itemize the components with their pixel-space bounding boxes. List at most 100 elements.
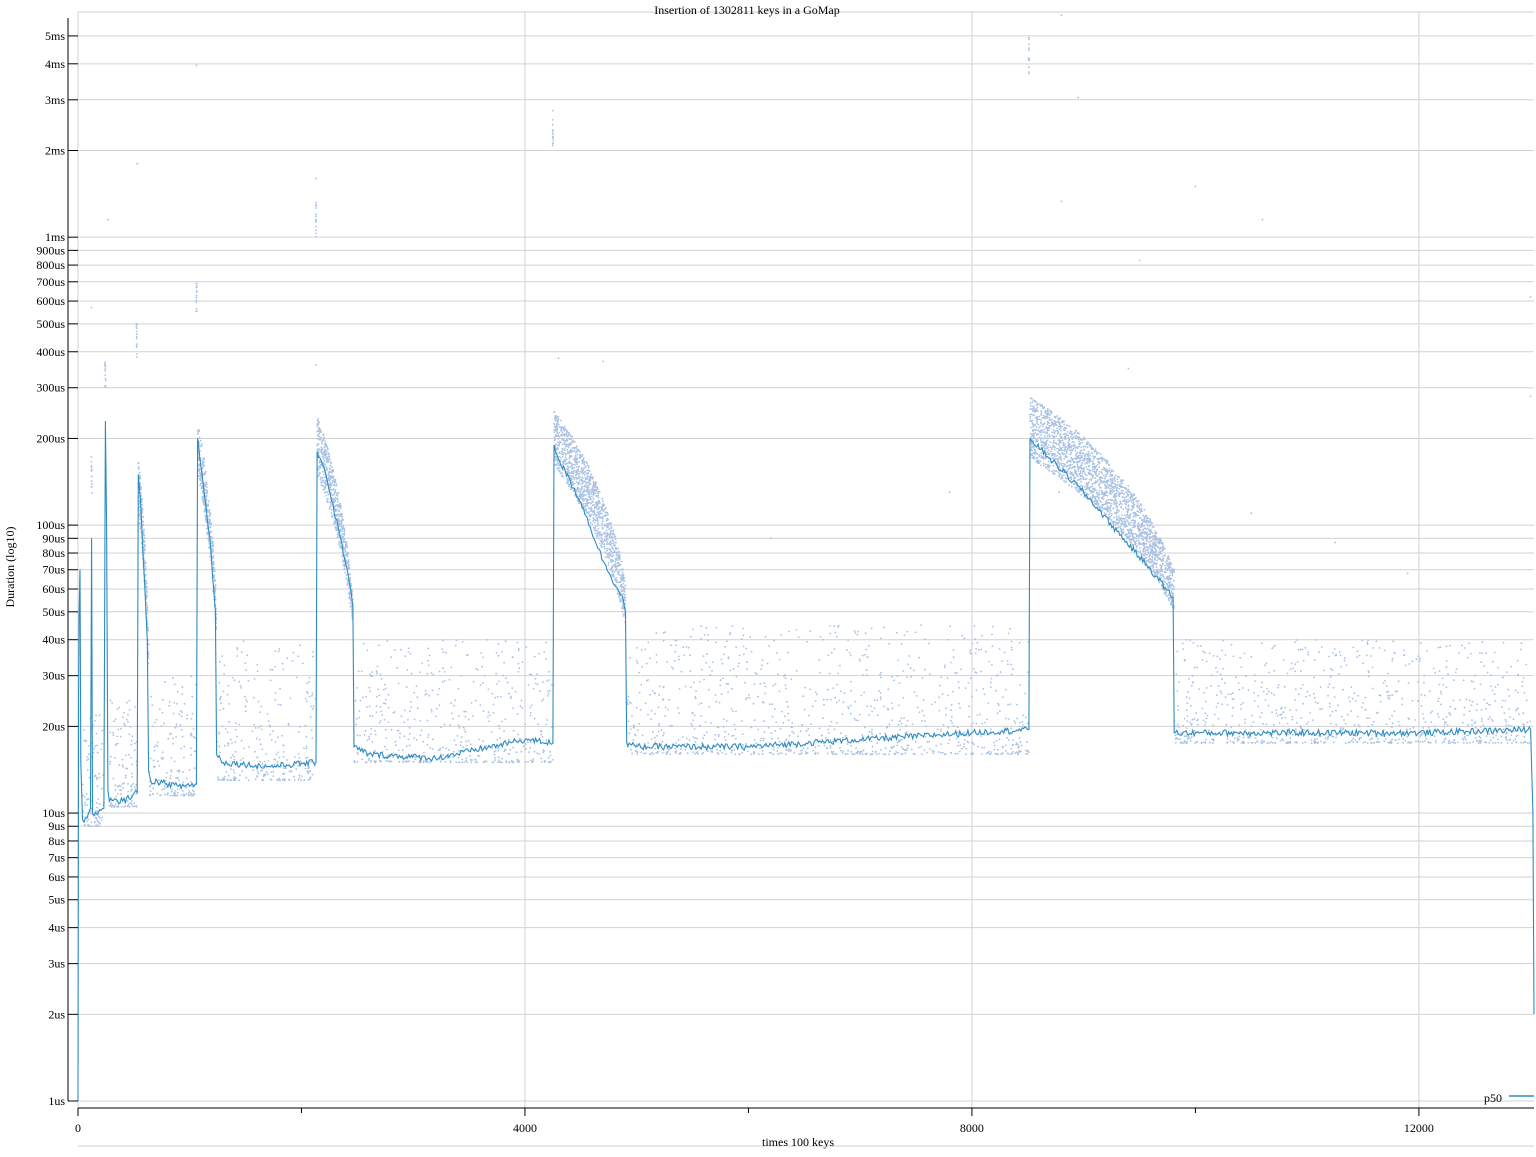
scatter-point — [734, 729, 736, 731]
scatter-point — [494, 759, 496, 761]
scatter-point — [455, 744, 457, 746]
scatter-point — [254, 751, 256, 753]
scatter-point — [611, 536, 613, 538]
scatter-point — [501, 758, 503, 760]
scatter-point — [182, 686, 184, 688]
scatter-point — [718, 727, 720, 729]
scatter-point — [201, 488, 203, 490]
scatter-point — [640, 709, 642, 711]
scatter-point — [320, 482, 322, 484]
scatter-point — [320, 437, 322, 439]
scatter-point — [96, 779, 98, 781]
scatter-point — [1523, 724, 1525, 726]
scatter-point — [781, 711, 783, 713]
scatter-point — [131, 764, 133, 766]
scatter-point — [729, 634, 731, 636]
scatter-point — [829, 625, 831, 627]
scatter-point — [619, 574, 621, 576]
scatter-point — [328, 478, 330, 480]
scatter-point — [579, 482, 581, 484]
scatter-point — [733, 668, 735, 670]
scatter-point — [978, 649, 980, 651]
scatter-point — [1317, 742, 1319, 744]
scatter-point — [951, 704, 953, 706]
scatter-point — [612, 537, 614, 539]
scatter-point — [651, 738, 653, 740]
scatter-point — [150, 696, 152, 698]
scatter-point — [405, 655, 407, 657]
scatter-point — [202, 499, 204, 501]
scatter-point — [274, 764, 276, 766]
scatter-point — [585, 505, 587, 507]
scatter-point — [1268, 742, 1270, 744]
scatter-point — [88, 745, 90, 747]
scatter-point — [205, 492, 207, 494]
scatter-point — [343, 541, 345, 543]
scatter-point — [1026, 753, 1028, 755]
scatter-point — [695, 752, 697, 754]
scatter-point — [331, 512, 333, 514]
scatter-point — [366, 761, 368, 763]
scatter-point — [1009, 628, 1011, 630]
scatter-point — [694, 728, 696, 730]
scatter-point — [219, 752, 221, 754]
scatter-point — [1192, 681, 1194, 683]
scatter-point — [829, 725, 831, 727]
scatter-point — [303, 747, 305, 749]
scatter-point — [580, 484, 582, 486]
scatter-point — [427, 648, 429, 650]
scatter-point — [113, 806, 115, 808]
scatter-point — [997, 712, 999, 714]
scatter-point — [146, 583, 148, 585]
scatter-point — [695, 690, 697, 692]
scatter-point — [257, 670, 259, 672]
scatter-point — [177, 770, 179, 772]
scatter-point — [727, 691, 729, 693]
scatter-point — [1007, 663, 1009, 665]
scatter-point — [164, 785, 166, 787]
scatter-point — [356, 718, 358, 720]
scatter-point — [525, 743, 527, 745]
scatter-point — [463, 761, 465, 763]
scatter-point — [238, 779, 240, 781]
scatter-point — [951, 722, 953, 724]
scatter-point — [1526, 742, 1528, 744]
scatter-point — [126, 719, 128, 721]
scatter-point — [963, 638, 965, 640]
scatter-point — [329, 508, 331, 510]
scatter-point — [534, 751, 536, 753]
scatter-point — [1291, 662, 1293, 664]
scatter-point — [1485, 652, 1487, 654]
scatter-point — [268, 720, 270, 722]
scatter-point — [134, 802, 136, 804]
scatter-point — [462, 641, 464, 643]
scatter-point — [901, 723, 903, 725]
scatter-point — [126, 702, 128, 704]
scatter-point — [123, 723, 125, 725]
scatter-point — [975, 648, 977, 650]
scatter-point — [508, 761, 510, 763]
scatter-point — [847, 743, 849, 745]
scatter-point — [1370, 742, 1372, 744]
scatter-point — [460, 741, 462, 743]
scatter-point — [579, 488, 581, 490]
scatter-point — [131, 803, 133, 805]
scatter-point — [257, 756, 259, 758]
scatter-point — [1271, 648, 1273, 650]
scatter-point — [1203, 742, 1205, 744]
scatter-point — [1261, 740, 1263, 742]
scatter-point — [605, 507, 607, 509]
scatter-point — [839, 747, 841, 749]
scatter-point — [871, 733, 873, 735]
scatter-point — [188, 790, 190, 792]
scatter-point — [1515, 738, 1517, 740]
scatter-point — [445, 652, 447, 654]
scatter-point — [478, 739, 480, 741]
scatter-point — [135, 805, 137, 807]
scatter-point — [975, 723, 977, 725]
scatter-point — [1305, 647, 1307, 649]
scatter-point — [734, 753, 736, 755]
scatter-point — [685, 686, 687, 688]
scatter-point — [275, 650, 277, 652]
scatter-point — [93, 752, 95, 754]
